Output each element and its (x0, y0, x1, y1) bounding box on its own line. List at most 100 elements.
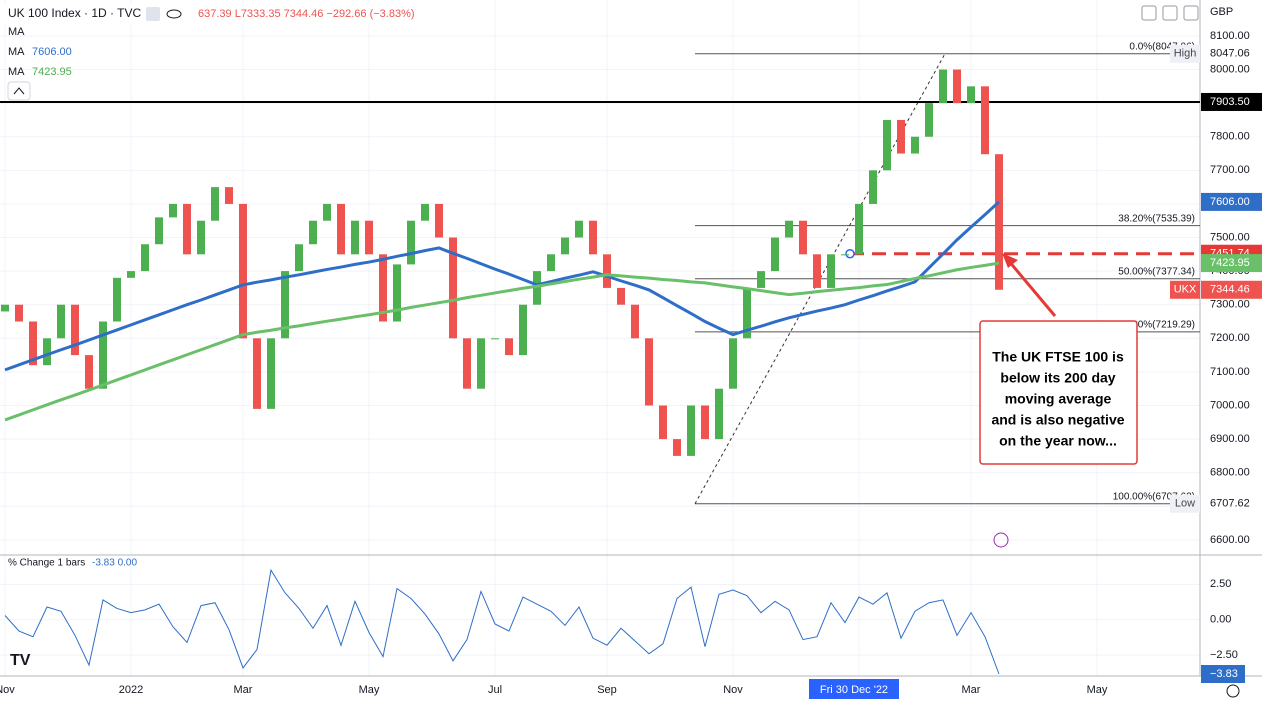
candle (309, 220, 317, 245)
annotation-box (979, 320, 1138, 465)
price-tag (1201, 44, 1262, 63)
header-bg (0, 4, 490, 24)
x-tick-label: Sep (597, 684, 617, 696)
annotation-line: below its 200 day (1000, 370, 1115, 386)
x-tick-label: May (1087, 684, 1108, 696)
side-tag-label: Low (1175, 498, 1195, 510)
side-tag (1170, 280, 1200, 299)
maximize-button[interactable] (1183, 5, 1199, 21)
candle (183, 203, 191, 255)
candle (771, 237, 779, 272)
ma-name: MA (8, 26, 25, 38)
candle (267, 338, 275, 409)
candle (155, 217, 163, 245)
price-tag-label: 7903.50 (1210, 96, 1250, 108)
candle (127, 271, 135, 278)
candle (337, 203, 345, 255)
price-tag-label: 7344.46 (1210, 284, 1250, 296)
annotation-line: on the year now... (999, 433, 1117, 449)
y-tick-label: 7200.00 (1210, 332, 1250, 344)
ma-name: MA (8, 66, 25, 78)
candle (995, 154, 1003, 290)
x-tick-label: Nov (723, 684, 743, 696)
annotation-line: The UK FTSE 100 is (992, 349, 1124, 365)
candle (813, 254, 821, 288)
ohlc: 637.39 L7333.35 7344.46 −292.66 (−3.83%) (198, 8, 415, 20)
price-tag (1201, 254, 1262, 273)
candle (617, 287, 625, 305)
candle (113, 277, 121, 322)
candle (869, 170, 877, 204)
price-tag (1201, 280, 1262, 299)
y-tick-label: 8000.00 (1210, 63, 1250, 75)
candle (855, 203, 863, 255)
y-tick-label: 7300.00 (1210, 299, 1250, 311)
candle (925, 103, 933, 137)
candle (883, 119, 891, 171)
candle (561, 237, 569, 255)
annotation-line: and is also negative (991, 412, 1124, 428)
collapse-button[interactable] (7, 81, 31, 101)
ma-line (4, 200, 1001, 372)
ma-name: MA (8, 46, 25, 58)
x-tick-label: Jul (488, 684, 502, 696)
candle (15, 304, 23, 322)
candle (519, 304, 527, 356)
event-icon[interactable] (993, 532, 1009, 548)
eye-icon[interactable] (166, 9, 182, 19)
x-tick-label: May (359, 684, 380, 696)
candle (323, 203, 331, 221)
y-tick-label: 6900.00 (1210, 433, 1250, 445)
candle (141, 244, 149, 272)
candle (407, 220, 415, 265)
side-tag (1170, 44, 1200, 63)
candle (197, 220, 205, 255)
settings-icon[interactable] (1226, 684, 1240, 698)
price-tag (1201, 192, 1262, 211)
side-tag-label: UKX (1174, 284, 1197, 296)
candle (477, 338, 485, 389)
candle (603, 254, 611, 288)
candle (981, 86, 989, 155)
candle (897, 119, 905, 154)
candle (939, 69, 947, 104)
candle (715, 388, 723, 440)
x-tick-label: Fri 30 Dec '22 (820, 684, 888, 696)
x-tick-label: Mar (962, 684, 981, 696)
candle (827, 254, 835, 288)
candle (379, 254, 387, 322)
candle (1, 304, 9, 312)
sub-tag-label: 0.00 (1210, 614, 1231, 626)
candle (449, 237, 457, 339)
candle (743, 287, 751, 339)
candle (57, 304, 65, 339)
restore-button[interactable] (1162, 5, 1178, 21)
candle (505, 338, 513, 356)
candle (785, 220, 793, 238)
currency[interactable]: GBP (1210, 6, 1233, 18)
annotation: The UK FTSE 100 is below its 200 day movin… (991, 349, 1124, 449)
candle (43, 338, 51, 366)
candle (463, 338, 471, 389)
arrow-head (1002, 253, 1018, 268)
candle (687, 405, 695, 456)
ma-value: 7423.95 (32, 66, 72, 78)
y-tick-label: 6800.00 (1210, 467, 1250, 479)
icon[interactable] (146, 7, 160, 21)
candle (757, 271, 765, 288)
candle (967, 86, 975, 104)
candle (239, 203, 247, 339)
sub-tag (1201, 610, 1245, 629)
fib-label: 80%(7219.29) (1132, 319, 1195, 330)
symbol: UK 100 Index · 1D · TVC (8, 6, 142, 20)
down-button[interactable] (1141, 5, 1157, 21)
candle (575, 220, 583, 238)
candle (841, 254, 849, 256)
sub-tag-label: −3.83 (1210, 668, 1238, 680)
candle (29, 321, 37, 366)
fib-label: 38.20%(7535.39) (1118, 213, 1195, 224)
y-tick-label: 7700.00 (1210, 164, 1250, 176)
candle (85, 355, 93, 389)
candle (533, 271, 541, 305)
crosshair-label-bg (809, 679, 899, 699)
